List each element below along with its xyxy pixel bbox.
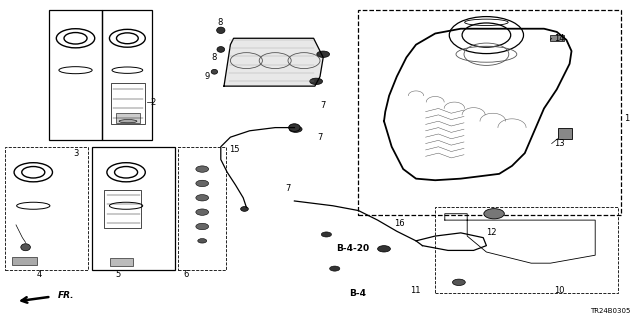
Text: 7: 7 [320, 101, 325, 110]
Text: 10: 10 [554, 286, 564, 295]
Circle shape [330, 266, 340, 271]
Ellipse shape [119, 120, 137, 123]
Text: 8: 8 [211, 53, 216, 62]
Ellipse shape [20, 244, 31, 251]
Text: 3: 3 [73, 149, 78, 158]
Text: 7: 7 [317, 133, 322, 142]
Circle shape [196, 166, 209, 172]
Text: B-4: B-4 [349, 289, 366, 298]
Circle shape [196, 209, 209, 215]
Bar [358, 10, 621, 215]
Bar [92, 147, 175, 270]
Text: 16: 16 [394, 219, 404, 228]
Circle shape [378, 246, 390, 252]
Circle shape [310, 78, 323, 85]
Circle shape [198, 239, 207, 243]
Bar [102, 10, 152, 140]
Bar [178, 147, 226, 270]
Circle shape [196, 180, 209, 187]
Ellipse shape [241, 207, 248, 211]
Bar [110, 258, 133, 266]
Bar [550, 35, 564, 41]
Ellipse shape [211, 70, 218, 74]
Circle shape [196, 223, 209, 230]
Text: 1: 1 [624, 114, 629, 122]
Text: 2: 2 [150, 98, 156, 107]
Text: FR.: FR. [58, 291, 74, 300]
Circle shape [452, 279, 465, 286]
Text: 4: 4 [37, 270, 42, 279]
Text: 7: 7 [285, 184, 290, 193]
Text: 13: 13 [554, 139, 564, 148]
Text: 12: 12 [486, 228, 497, 237]
Bar [558, 128, 572, 139]
Text: 6: 6 [183, 270, 188, 279]
Ellipse shape [217, 47, 225, 52]
Ellipse shape [216, 27, 225, 33]
Bar [104, 190, 141, 228]
Text: B-4-20: B-4-20 [336, 244, 369, 253]
Ellipse shape [289, 124, 300, 131]
Text: 14: 14 [554, 34, 564, 43]
Bar [12, 257, 37, 265]
Bar [49, 10, 102, 140]
Text: 11: 11 [410, 286, 420, 295]
Text: 8: 8 [218, 18, 223, 27]
Polygon shape [224, 38, 323, 86]
Text: 9: 9 [205, 72, 210, 81]
Bar [116, 113, 140, 123]
Circle shape [321, 232, 332, 237]
Text: 15: 15 [230, 145, 240, 154]
Bar [111, 83, 145, 124]
Circle shape [196, 195, 209, 201]
Circle shape [484, 209, 504, 219]
Circle shape [317, 51, 330, 57]
Bar [5, 147, 88, 270]
Text: 5: 5 [116, 270, 121, 279]
Text: TR24B0305: TR24B0305 [590, 308, 630, 314]
Bar [435, 207, 618, 293]
Circle shape [289, 126, 302, 132]
